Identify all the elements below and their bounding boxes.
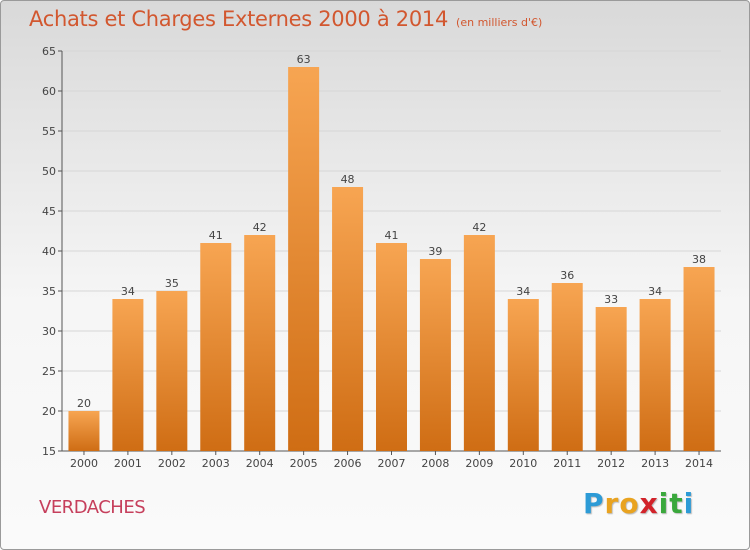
y-tick-label: 45: [42, 205, 56, 218]
bar: [200, 243, 232, 451]
x-tick-label: 2009: [465, 457, 493, 470]
data-label: 20: [77, 397, 91, 410]
data-label: 63: [297, 53, 311, 66]
bar: [551, 283, 583, 451]
data-label: 41: [209, 229, 223, 242]
x-tick-label: 2014: [685, 457, 713, 470]
chart-title-text: Achats et Charges Externes 2000 à 2014: [29, 7, 449, 31]
y-tick-label: 50: [42, 165, 56, 178]
y-tick-label: 40: [42, 245, 56, 258]
x-tick-label: 2008: [421, 457, 449, 470]
bar: [376, 243, 407, 451]
x-tick-label: 2011: [553, 457, 581, 470]
x-tick-label: 2004: [246, 457, 274, 470]
place-name: VERDACHES: [39, 497, 146, 518]
y-tick-label: 15: [42, 445, 56, 458]
bar: [419, 259, 451, 451]
data-label: 35: [165, 277, 179, 290]
logo-letter: x: [639, 487, 659, 520]
y-tick-label: 25: [42, 365, 56, 378]
data-label: 42: [253, 221, 267, 234]
data-label: 34: [516, 285, 530, 298]
data-label: 39: [428, 245, 442, 258]
logo-letter: P: [583, 487, 605, 520]
data-label: 41: [385, 229, 399, 242]
data-label: 42: [472, 221, 486, 234]
x-tick-label: 2006: [334, 457, 362, 470]
x-tick-label: 2005: [290, 457, 318, 470]
bar: [639, 299, 671, 451]
x-tick-label: 2000: [70, 457, 98, 470]
y-tick-label: 65: [42, 45, 56, 58]
x-tick-label: 2013: [641, 457, 669, 470]
y-tick-label: 20: [42, 405, 56, 418]
x-tick-labels: 2000 2001 2002 2003 2004 2005 2006 2007 2008 2009…: [70, 457, 713, 470]
y-tick-label: 30: [42, 325, 56, 338]
x-tick-label: 2010: [509, 457, 537, 470]
data-labels: 20 34 35 41 42 63 48 41 39 42 34 36 33 34 38: [77, 53, 706, 410]
bar: [112, 299, 144, 451]
x-tick-label: 2001: [114, 457, 142, 470]
bar: [683, 267, 715, 451]
bar: [68, 411, 100, 451]
bar: [595, 307, 627, 451]
bar: [463, 235, 495, 451]
logo-letter: i: [683, 487, 695, 520]
chart-unit: (en milliers d'€): [456, 16, 543, 29]
x-tick-label: 2002: [158, 457, 186, 470]
data-label: 36: [560, 269, 574, 282]
x-tick-label: 2012: [597, 457, 625, 470]
data-label: 33: [604, 293, 618, 306]
data-label: 34: [648, 285, 662, 298]
proxiti-logo: Proxiti: [583, 487, 694, 520]
logo-letter: t: [669, 487, 684, 520]
x-tick-label: 2007: [378, 457, 406, 470]
logo-letter: r: [604, 487, 620, 520]
y-tick-label: 60: [42, 85, 56, 98]
bar: [156, 291, 188, 451]
bar: [288, 67, 320, 451]
chart-title: Achats et Charges Externes 2000 à 2014 (e…: [29, 7, 542, 31]
data-label: 48: [341, 173, 355, 186]
bar: [507, 299, 539, 451]
y-tick-labels: 15 20 25 30 35 40 45 50 55 60 65: [42, 45, 56, 458]
x-tick-label: 2003: [202, 457, 230, 470]
data-label: 38: [692, 253, 706, 266]
y-tick-label: 35: [42, 285, 56, 298]
bar: [244, 235, 276, 451]
y-tick-label: 55: [42, 125, 56, 138]
logo-letter: o: [619, 487, 640, 520]
data-label: 34: [121, 285, 135, 298]
logo-letter: i: [658, 487, 670, 520]
bars: [68, 67, 715, 451]
bar: [332, 187, 364, 451]
